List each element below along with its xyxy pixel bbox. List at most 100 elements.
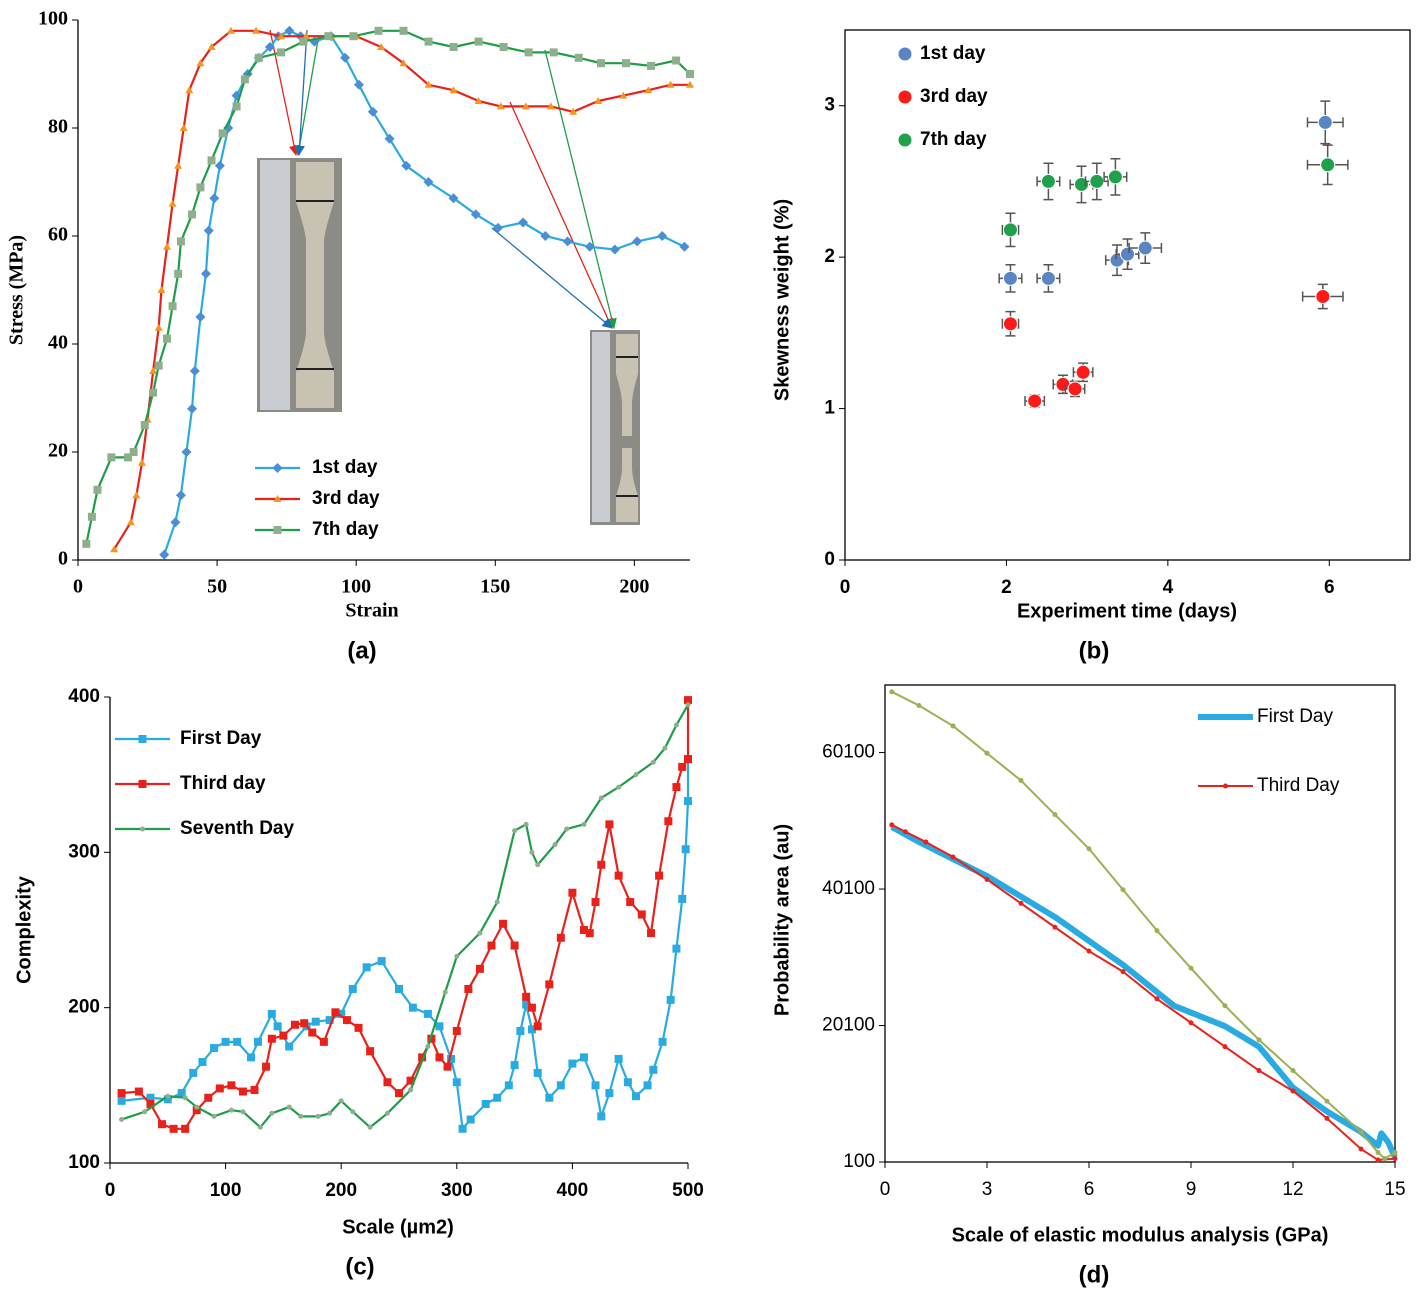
marker [597, 860, 606, 869]
marker [684, 755, 692, 764]
marker [637, 910, 646, 919]
marker [227, 1081, 236, 1090]
panel-label: (c) [345, 1253, 374, 1280]
marker [279, 1031, 288, 1040]
marker [1188, 965, 1194, 971]
marker [684, 696, 692, 705]
marker [650, 759, 656, 765]
marker [1392, 1149, 1398, 1155]
marker [950, 854, 956, 860]
marker [1382, 1156, 1388, 1162]
legend-swatch [897, 132, 913, 148]
marker [556, 933, 565, 942]
legend-marker [272, 463, 283, 473]
marker [564, 826, 570, 832]
marker [568, 1059, 577, 1068]
marker [374, 26, 383, 35]
marker [211, 1113, 217, 1119]
marker [614, 1054, 623, 1063]
marker [168, 302, 177, 311]
marker [477, 930, 483, 936]
marker [923, 839, 929, 845]
marker [533, 1022, 542, 1031]
marker [424, 80, 433, 88]
marker [605, 1089, 614, 1098]
marker [623, 1078, 632, 1087]
marker [395, 985, 403, 994]
legend-label: 7th day [920, 129, 987, 150]
marker [493, 1093, 502, 1102]
series-line [121, 700, 690, 1130]
marker [157, 286, 166, 293]
marker [425, 1044, 431, 1049]
marker [609, 244, 620, 255]
marker [562, 236, 573, 247]
marker [290, 1020, 299, 1029]
marker [585, 929, 594, 938]
marker [616, 784, 622, 790]
marker [200, 268, 211, 279]
marker [950, 723, 956, 729]
point [1317, 114, 1333, 130]
y-tick-label: 100 [68, 1152, 100, 1173]
marker [672, 783, 681, 792]
marker [325, 1016, 334, 1025]
marker [254, 53, 263, 62]
marker [221, 1037, 230, 1046]
marker [324, 32, 333, 41]
marker [207, 156, 216, 165]
marker [240, 75, 249, 84]
marker [470, 209, 481, 220]
marker [521, 102, 530, 110]
marker [535, 862, 541, 868]
legend-label: Seventh Day [180, 818, 294, 839]
y-axis-label: Complexity [13, 875, 35, 984]
marker [209, 193, 220, 204]
marker [649, 1065, 658, 1074]
marker [126, 518, 135, 526]
marker [227, 26, 235, 34]
marker [458, 1124, 467, 1133]
y-tick-label: 0 [58, 548, 68, 570]
marker [443, 1062, 452, 1071]
x-tick-label: 100 [210, 1180, 242, 1201]
marker [252, 26, 261, 34]
marker [493, 222, 504, 233]
marker [196, 183, 205, 192]
y-tick-label: 100 [38, 8, 68, 30]
marker [889, 822, 895, 828]
x-tick-label: 300 [441, 1180, 473, 1201]
marker [569, 107, 578, 115]
marker [177, 1089, 186, 1098]
marker [340, 52, 351, 63]
y-axis-label: Probability area (au) [771, 824, 793, 1016]
marker [189, 1068, 198, 1077]
y-tick-label: 0 [824, 549, 835, 570]
y-tick-label: 100 [843, 1151, 875, 1172]
point [1075, 364, 1091, 380]
x-tick-label: 6 [1324, 577, 1335, 598]
marker [140, 421, 149, 429]
legend-swatch [897, 46, 913, 62]
marker [685, 702, 691, 708]
series-line [891, 823, 1396, 1161]
marker [678, 894, 687, 903]
marker [678, 762, 687, 771]
marker [984, 750, 990, 756]
marker [449, 43, 458, 51]
marker [232, 102, 241, 111]
marker [240, 1109, 246, 1115]
point [1002, 316, 1018, 332]
marker [597, 1112, 606, 1121]
x-tick-label: 0 [880, 1179, 891, 1200]
marker [510, 941, 519, 950]
marker [1018, 900, 1024, 906]
arrows [269, 29, 617, 330]
marker [187, 403, 198, 414]
marker [662, 745, 668, 751]
marker [594, 97, 603, 104]
legend-marker [140, 826, 145, 832]
marker [647, 929, 656, 938]
marker [643, 1081, 652, 1090]
